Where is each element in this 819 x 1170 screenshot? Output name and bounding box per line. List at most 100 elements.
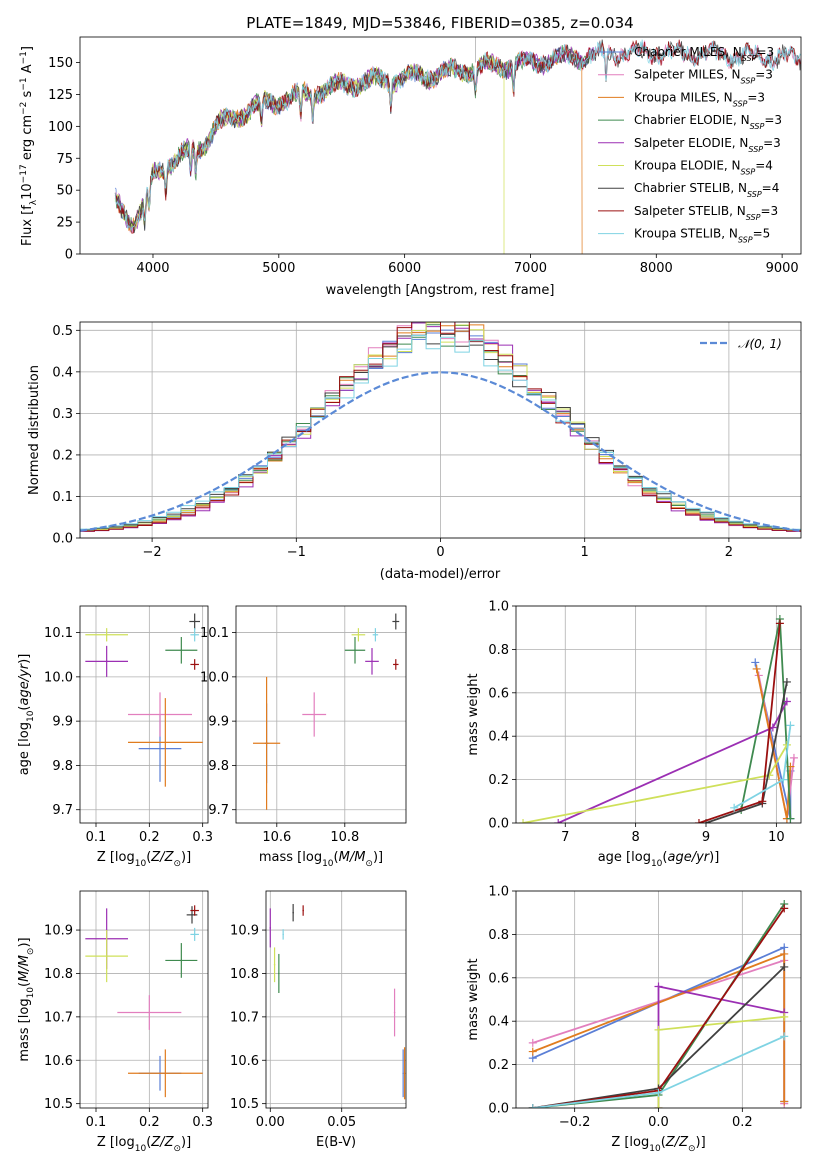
chart-massweight_vs_Z: −0.2 0.0 0.2 0.0 0.2 0.4 0.6 0.8 1.0 Z [log10(Z/Z… <box>466 885 802 1154</box>
x-tick-label: 0.2 <box>139 830 160 845</box>
chart-residuals: −2 −1 0 1 2 0.0 0.1 0.2 0.3 0.4 0.5 (data-model)/er… <box>27 321 802 582</box>
y-tick-label: 0.2 <box>52 448 73 463</box>
data-point <box>193 663 196 666</box>
x-tick-label: 0.1 <box>86 1115 107 1130</box>
x-tick-label: 0.0 <box>648 1115 669 1130</box>
x-tick-label: 2 <box>725 545 733 560</box>
data-point <box>159 747 161 750</box>
x-tick-label: 0.2 <box>732 1115 753 1130</box>
x-tick-label: −1 <box>287 545 306 560</box>
x-tick-label: 0.3 <box>192 830 213 845</box>
plot-area <box>85 905 203 1098</box>
spectrum-line-kroupa-stelib <box>114 39 801 233</box>
axes-frame <box>515 890 802 1109</box>
plot-area <box>269 904 406 1100</box>
x-axis-label: mass [log10(M/M⊙)] <box>259 850 383 869</box>
legend-entry: Kroupa MILES, NSSP=3 <box>634 90 765 108</box>
data-point <box>278 972 280 975</box>
data-point <box>193 933 196 936</box>
data-point <box>193 909 196 912</box>
marker <box>780 1012 789 1021</box>
data-point <box>374 633 377 636</box>
y-axis-label: mass [log10(M/M⊙)] <box>17 937 36 1061</box>
x-tick-label: 10 <box>768 830 785 845</box>
y-tick-label: 10.9 <box>44 924 73 939</box>
x-axis-label: (data-model)/error <box>380 567 501 582</box>
data-point <box>395 620 397 623</box>
y-tick-label: 10.6 <box>44 1054 73 1069</box>
marker <box>782 697 791 706</box>
y-tick-label: 0.3 <box>52 407 73 422</box>
y-tick-label: 10.9 <box>230 924 259 939</box>
axes-frame <box>79 36 802 255</box>
y-tick-label: 0.8 <box>488 928 509 943</box>
y-tick-label: 9.8 <box>52 759 73 774</box>
x-tick-label: 8 <box>631 830 639 845</box>
y-tick-label: 0.4 <box>52 365 73 380</box>
normal-curve <box>80 371 801 532</box>
data-point <box>265 742 268 745</box>
data-point <box>313 713 316 716</box>
data-point <box>402 1072 404 1075</box>
data-point <box>105 633 108 636</box>
data-point <box>180 959 183 962</box>
y-axis-label: mass weight <box>466 673 481 755</box>
data-point <box>193 633 196 636</box>
y-axis-label: Flux [fλ10−17 erg cm−2 s−1 A−1] <box>19 46 39 246</box>
marker <box>554 819 563 823</box>
y-tick-label: 1.0 <box>488 600 509 615</box>
y-tick-label: 10.1 <box>200 626 229 641</box>
x-tick-label: −2 <box>143 545 162 560</box>
y-tick-label: 0.4 <box>488 730 509 745</box>
marker <box>519 819 528 823</box>
data-point <box>371 660 373 663</box>
y-tick-label: 0 <box>65 248 73 263</box>
y-tick-label: 9.7 <box>208 803 229 818</box>
marker <box>654 1025 663 1034</box>
data-point <box>395 663 397 666</box>
x-tick-label: 0.3 <box>192 1115 213 1130</box>
x-tick-label: 7 <box>561 830 569 845</box>
x-axis-label: wavelength [Angstrom, rest frame] <box>326 283 555 298</box>
plot-area <box>114 37 801 254</box>
x-tick-label: 10.6 <box>262 830 291 845</box>
y-tick-label: 75 <box>56 152 73 167</box>
data-point <box>357 633 360 636</box>
data-point <box>164 1072 167 1075</box>
marker <box>654 1104 663 1108</box>
data-point <box>191 914 193 916</box>
chart-mass_vs_Z: 0.1 0.2 0.3 10.5 10.6 10.7 10.8 10.9 Z [log10(Z/… <box>17 890 213 1154</box>
y-tick-label: 100 <box>48 120 73 135</box>
chart-age_vs_Z: 0.1 0.2 0.3 9.7 9.8 9.9 10.0 10.1 Z [log10(Z/Z⊙)… <box>17 605 213 869</box>
data-point <box>273 963 276 966</box>
x-tick-label: 0.05 <box>327 1115 356 1130</box>
series-line-salpeter-elodie <box>657 985 785 1108</box>
x-axis-label: age [log10(age/yr)] <box>598 850 720 869</box>
y-tick-label: 10.8 <box>44 967 73 982</box>
marker <box>786 721 795 730</box>
plot-area <box>85 613 203 787</box>
marker <box>694 819 703 823</box>
chart-age_vs_mass: 10.6 10.8 9.7 9.8 9.9 10.0 10.1 mass [log10(M/M… <box>200 605 407 869</box>
marker <box>782 677 791 686</box>
y-tick-label: 10.5 <box>44 1097 73 1112</box>
data-point <box>105 660 108 663</box>
marker <box>758 797 767 806</box>
axes-frame <box>79 605 209 824</box>
data-point <box>354 649 356 652</box>
marker <box>780 1097 789 1106</box>
data-point <box>193 620 196 623</box>
marker <box>779 775 788 784</box>
x-tick-label: 9 <box>702 830 710 845</box>
marker <box>730 803 739 812</box>
spectrum-line-salpeter-elodie <box>114 45 595 233</box>
y-tick-label: 10.7 <box>44 1010 73 1025</box>
x-tick-label: 5000 <box>262 261 295 276</box>
spectrum-line-kroupa-elodie <box>114 54 505 254</box>
y-axis-label: Normed distribution <box>27 365 42 495</box>
y-tick-label: 0.6 <box>488 686 509 701</box>
y-axis-label: mass weight <box>466 958 481 1040</box>
histogram-kroupa-stelib <box>80 335 801 538</box>
x-tick-label: 8000 <box>640 261 673 276</box>
y-tick-label: 0.2 <box>488 773 509 788</box>
